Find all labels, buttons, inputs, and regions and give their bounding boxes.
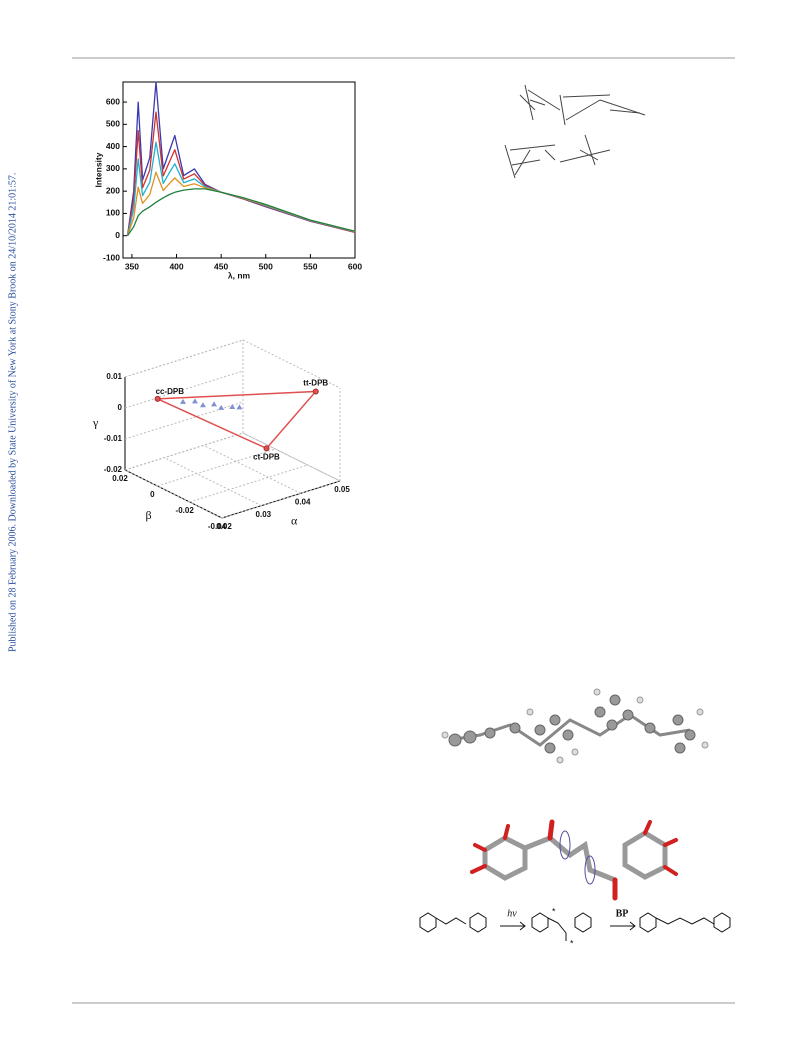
- gamma-tick-label: 0.01: [106, 372, 122, 381]
- alpha-tick-label: 0.04: [295, 497, 311, 506]
- vertex-point: [312, 388, 319, 395]
- gamma-label: γ: [92, 415, 99, 429]
- grid-line: [189, 464, 308, 503]
- scheme-label: hν: [507, 908, 517, 919]
- y-tick-label: 200: [106, 185, 120, 195]
- radical-mark: *: [552, 906, 556, 916]
- beta-label: β: [146, 508, 152, 522]
- x-tick-label: 350: [125, 261, 139, 271]
- state-point: [180, 398, 187, 404]
- beta-tick-label: -0.02: [176, 506, 195, 515]
- x-tick-label: 600: [348, 261, 362, 271]
- y-tick-label: 600: [106, 96, 120, 106]
- spectrum-line: [126, 171, 356, 236]
- vertex-label: tt-DPB: [303, 379, 328, 388]
- beta-tick-label: 0: [150, 490, 155, 499]
- grid-line: [124, 432, 244, 471]
- beta-tick-label: 0.02: [112, 474, 128, 483]
- axis-line: [124, 469, 223, 519]
- vertex-point: [154, 395, 161, 402]
- state-point: [229, 404, 236, 410]
- spectrum-line: [126, 188, 356, 237]
- vertex-point: [263, 445, 270, 452]
- y-tick-label: 500: [106, 119, 120, 129]
- vertex-label: ct-DPB: [253, 452, 280, 461]
- gamma-tick-label: 0: [118, 403, 123, 412]
- alpha-tick-label: 0.02: [216, 522, 232, 531]
- grid-line: [221, 480, 341, 519]
- grid-line: [164, 457, 262, 507]
- grid-line: [124, 339, 244, 378]
- alpha-label: α: [291, 513, 298, 527]
- x-tick-label: 400: [169, 261, 183, 271]
- y-tick-label: 300: [106, 163, 120, 173]
- radical-mark: *: [570, 938, 574, 948]
- x-axis-label: λ, nm: [228, 270, 251, 280]
- grid-line: [124, 370, 244, 409]
- y-tick-label: 400: [106, 141, 120, 151]
- grid-line: [157, 448, 276, 487]
- download-note: Published on 28 February 2006. Downloade…: [7, 173, 18, 652]
- molecule-model: [441, 688, 709, 764]
- y-axis-label: Intensity: [93, 152, 103, 187]
- state-point: [191, 398, 198, 404]
- grid-line: [124, 401, 244, 440]
- triangle: [157, 390, 318, 450]
- grid-line: [203, 444, 301, 494]
- beta-tick-label: -0.04: [208, 522, 227, 531]
- state-point: [199, 402, 206, 408]
- y-tick-label: 100: [106, 208, 120, 218]
- packing-figure: [504, 84, 646, 179]
- gamma-tick-label: -0.01: [104, 434, 123, 443]
- plot-frame: [122, 81, 356, 259]
- y-tick-label: 0: [115, 230, 120, 240]
- alpha-tick-label: 0.05: [334, 485, 350, 494]
- vertex-label: cc-DPB: [156, 387, 185, 396]
- state-point: [236, 404, 243, 410]
- x-tick-label: 550: [303, 261, 317, 271]
- x-tick-label: 450: [214, 261, 228, 271]
- gamma-tick-label: -0.02: [104, 465, 123, 474]
- alpha-tick-label: 0.03: [256, 510, 272, 519]
- reaction-scheme: [419, 912, 731, 941]
- torsion-model: [470, 819, 678, 901]
- y-tick-label: -100: [103, 252, 120, 262]
- scheme-label: BP: [616, 908, 629, 919]
- state-point: [218, 404, 225, 410]
- x-tick-label: 500: [259, 261, 273, 271]
- state-point: [211, 401, 218, 407]
